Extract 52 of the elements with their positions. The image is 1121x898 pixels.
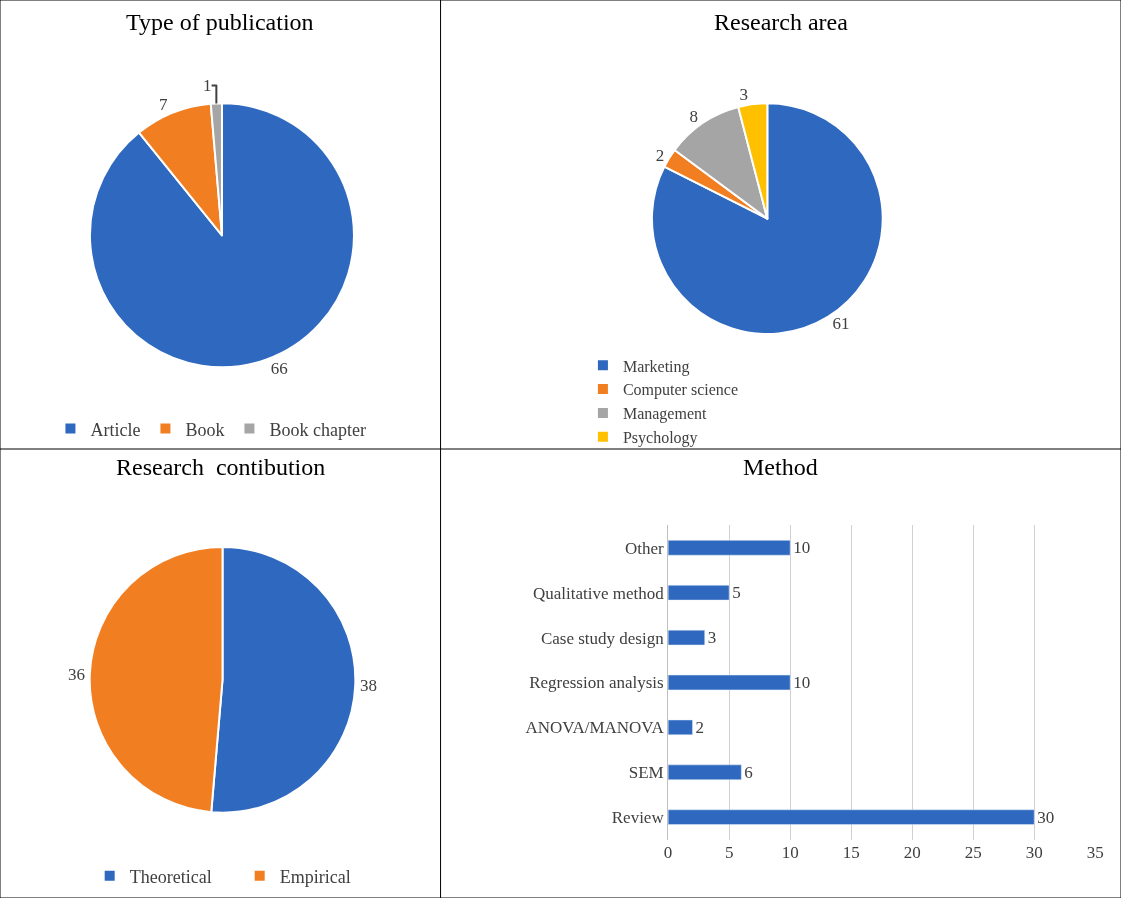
bar — [668, 809, 1035, 825]
data-label: 61 — [832, 314, 850, 334]
x-tick-label: 35 — [1086, 842, 1104, 862]
legend-label: Empirical — [279, 866, 351, 887]
legend-label: Book chapter — [269, 419, 366, 440]
bar — [668, 629, 705, 646]
data-label: 2 — [655, 146, 665, 166]
chart-title: Method — [743, 454, 818, 480]
data-label: 5 — [732, 583, 741, 603]
legend-label: Management — [622, 405, 707, 424]
y-tick-label: Case study design — [540, 628, 665, 648]
y-tick-label: Qualitative method — [532, 583, 665, 603]
data-label: 8 — [689, 107, 698, 127]
legend-label: Book — [185, 419, 225, 440]
data-label: 66 — [270, 358, 288, 378]
x-tick-label: 10 — [781, 842, 799, 862]
y-tick-label: ANOVA/MANOVA — [525, 718, 665, 738]
legend-label: Computer science — [622, 381, 738, 400]
pie-slice — [651, 102, 884, 335]
y-tick-label: SEM — [628, 763, 664, 783]
data-label: 2 — [695, 717, 705, 737]
x-tick-label: 30 — [1025, 842, 1043, 862]
data-label: 3 — [707, 628, 717, 648]
bar — [668, 719, 693, 736]
y-tick-label: Review — [611, 808, 665, 828]
x-tick-label: 0 — [663, 842, 673, 862]
bar — [668, 540, 791, 556]
bar — [668, 674, 791, 691]
data-label: 38 — [359, 675, 377, 695]
y-tick-label: Regression analysis — [529, 673, 664, 693]
data-label: 7 — [158, 95, 168, 115]
data-label: 10 — [793, 672, 811, 692]
data-label: 1 — [203, 76, 212, 96]
data-label: 3 — [739, 85, 748, 105]
data-label: 30 — [1037, 807, 1055, 827]
legend-label: Theoretical — [129, 866, 212, 887]
data-label: 6 — [744, 762, 753, 782]
x-tick-label: 5 — [724, 842, 734, 862]
data-label: 10 — [793, 538, 811, 558]
chart-title: Research area — [714, 9, 849, 35]
data-label: 36 — [68, 664, 86, 684]
bar — [668, 764, 742, 780]
chart-title: Research contibution — [116, 454, 326, 480]
legend-label: Marketing — [622, 357, 690, 376]
bar — [668, 585, 730, 601]
legend-label: Article — [90, 419, 141, 440]
x-tick-label: 15 — [842, 842, 860, 862]
x-tick-label: 25 — [964, 842, 982, 862]
chart-title: Type of publication — [126, 9, 314, 35]
y-tick-label: Other — [625, 538, 665, 558]
x-tick-label: 20 — [903, 842, 921, 862]
legend-label: Psychology — [622, 428, 698, 447]
